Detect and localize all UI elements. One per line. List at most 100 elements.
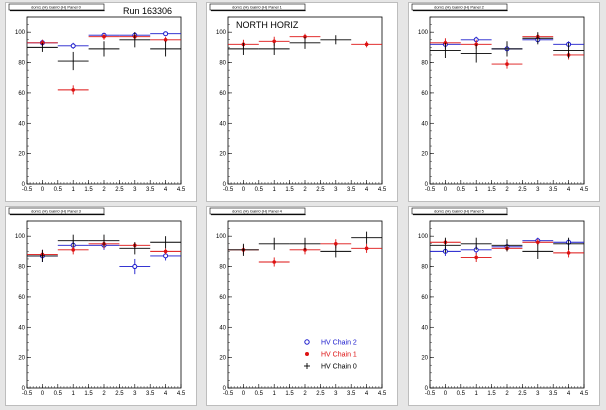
x-tick-label: 0 — [242, 187, 246, 193]
star-marker — [334, 241, 338, 246]
x-tick-label: 1.5 — [285, 187, 294, 193]
x-tick-label: 2 — [505, 391, 509, 397]
x-tick-label: 3.5 — [549, 187, 558, 193]
x-tick-label: 1 — [273, 391, 277, 397]
x-tick-label: 3.5 — [347, 391, 356, 397]
x-tick-label: 2.5 — [115, 391, 124, 397]
y-tick-label: 100 — [418, 30, 429, 36]
data-point — [491, 59, 523, 69]
x-tick-label: -0.5 — [223, 187, 234, 193]
x-tick-label: 2 — [303, 391, 307, 397]
data-point — [150, 236, 181, 249]
y-tick-label: 80 — [18, 265, 25, 271]
panel-title-frame — [411, 207, 508, 215]
x-tick-label: 4.5 — [580, 187, 589, 193]
y-tick-label: 60 — [421, 295, 428, 301]
y-tick-label: 100 — [216, 30, 227, 36]
data-point — [119, 242, 151, 255]
x-tick-label: 0.5 — [457, 187, 466, 193]
legend: HV Chain 2 HV Chain 1 HV Chain 0 — [304, 339, 357, 371]
data-point — [289, 237, 321, 250]
y-tick-label: 40 — [18, 325, 25, 331]
plot-panel-1: dom1 (H) Gain0 (H) Panel 0-0.5 0 0.5 1 1.5 2 2… — [5, 2, 197, 202]
plot-panel-3: dom1 (H) Gain0 (H) Panel 2-0.5 0 0.5 1 1.5 2 2… — [408, 2, 600, 202]
legend-label: HV Chain 0 — [321, 364, 357, 371]
panel-title-box: dom1 (H) Gain0 (H) Panel 3 — [8, 207, 105, 216]
data-point — [88, 33, 120, 40]
x-tick-label: 0.5 — [54, 187, 63, 193]
y-tick-label: 80 — [219, 265, 226, 271]
y-tick-label: 20 — [18, 152, 25, 158]
data-point — [57, 51, 89, 71]
star-marker — [474, 255, 478, 260]
series-hv-chain-0 — [228, 35, 352, 55]
data-point — [460, 44, 492, 63]
star-marker — [536, 240, 540, 245]
x-tick-label: 3.5 — [549, 391, 558, 397]
panel-title: dom1 (H) Gain0 (H) Panel 1 — [232, 5, 283, 10]
data-point — [57, 42, 89, 49]
panel-title-box: dom1 (H) Gain0 (H) Panel 2 — [411, 3, 508, 12]
panel-title-box: dom1 (H) Gain0 (H) Panel 4 — [209, 207, 306, 216]
y-tick-label: 40 — [219, 121, 226, 127]
x-tick-label: 1 — [72, 391, 76, 397]
panel-title: dom1 (H) Gain0 (H) Panel 5 — [434, 209, 485, 214]
data-point — [491, 41, 523, 57]
x-tick-label: 3 — [536, 187, 540, 193]
legend-label: HV Chain 2 — [321, 340, 357, 347]
star-marker — [566, 251, 571, 255]
data-point — [150, 31, 181, 37]
panel-title-box: dom1 (H) Gain0 (H) Panel 1 — [209, 3, 306, 12]
x-tick-label: 0.5 — [457, 391, 466, 397]
x-tick-label: 0 — [41, 187, 45, 193]
y-tick-label: 20 — [18, 356, 25, 362]
star-marker — [272, 260, 276, 264]
legend-star-icon — [305, 352, 309, 356]
x-tick-label: -0.5 — [425, 391, 436, 397]
data-point — [258, 257, 290, 267]
circle-marker — [132, 264, 138, 270]
data-point — [460, 245, 492, 255]
series-hv-chain-0 — [27, 234, 181, 262]
y-tick-label: 0 — [425, 386, 429, 392]
star-marker — [303, 248, 307, 252]
plot-panel-4: dom1 (H) Gain0 (H) Panel 3-0.5 0 0.5 1 1.5 2 2… — [5, 206, 197, 406]
y-tick-label: 40 — [18, 121, 25, 127]
y-tick-label: 60 — [18, 295, 25, 301]
panel-title-box: dom1 (H) Gain0 (H) Panel 5 — [411, 207, 508, 216]
x-tick-label: 1.5 — [285, 391, 294, 397]
y-tick-label: 80 — [421, 265, 428, 271]
x-tick-label: 3 — [334, 187, 338, 193]
star-marker — [163, 249, 168, 254]
data-point — [258, 42, 290, 55]
y-tick-label: 60 — [421, 91, 428, 97]
data-point — [57, 85, 89, 95]
x-tick-label: 3.5 — [146, 391, 155, 397]
x-tick-label: 2.5 — [115, 187, 124, 193]
x-tick-label: 3 — [334, 391, 338, 397]
legend-item: HV Chain 1 — [305, 352, 357, 359]
circle-marker — [163, 31, 169, 37]
data-point — [57, 234, 89, 247]
x-tick-label: 4.5 — [378, 391, 387, 397]
panel-frame — [408, 206, 600, 406]
star-marker — [505, 62, 509, 66]
x-tick-label: 1 — [273, 187, 277, 193]
star-marker — [102, 34, 106, 39]
x-tick-label: 0 — [242, 391, 246, 397]
data-point — [27, 42, 58, 52]
panel-frame — [5, 2, 197, 202]
x-tick-label: 4 — [164, 187, 168, 193]
x-tick-label: 3 — [133, 187, 137, 193]
x-tick-label: 1.5 — [487, 187, 496, 193]
x-tick-label: 1 — [72, 187, 76, 193]
x-tick-label: 3 — [133, 391, 137, 397]
x-tick-label: 1.5 — [487, 391, 496, 397]
data-point — [57, 245, 89, 255]
y-tick-label: 40 — [421, 325, 428, 331]
data-point — [553, 248, 584, 258]
y-tick-label: 40 — [421, 121, 428, 127]
y-tick-label: 100 — [15, 30, 26, 36]
data-point — [430, 237, 461, 253]
